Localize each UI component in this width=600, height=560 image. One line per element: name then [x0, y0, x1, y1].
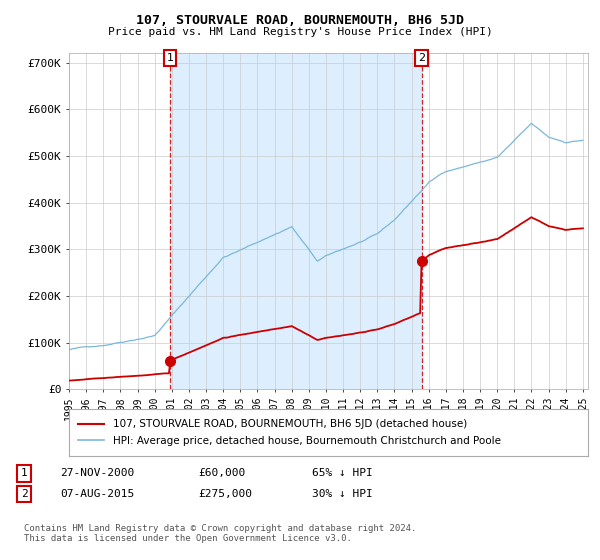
Bar	[170, 53, 422, 389]
Text: £60,000: £60,000	[198, 468, 245, 478]
Text: Price paid vs. HM Land Registry's House Price Index (HPI): Price paid vs. HM Land Registry's House …	[107, 27, 493, 37]
Text: 2: 2	[20, 489, 28, 499]
Text: 107, STOURVALE ROAD, BOURNEMOUTH, BH6 5JD: 107, STOURVALE ROAD, BOURNEMOUTH, BH6 5J…	[136, 14, 464, 27]
Text: 30% ↓ HPI: 30% ↓ HPI	[312, 489, 373, 499]
Text: 07-AUG-2015: 07-AUG-2015	[60, 489, 134, 499]
Text: 1: 1	[20, 468, 28, 478]
Text: 65% ↓ HPI: 65% ↓ HPI	[312, 468, 373, 478]
Text: £275,000: £275,000	[198, 489, 252, 499]
Text: Contains HM Land Registry data © Crown copyright and database right 2024.
This d: Contains HM Land Registry data © Crown c…	[24, 524, 416, 543]
Text: 1: 1	[167, 53, 173, 63]
Text: 27-NOV-2000: 27-NOV-2000	[60, 468, 134, 478]
Legend: 107, STOURVALE ROAD, BOURNEMOUTH, BH6 5JD (detached house), HPI: Average price, : 107, STOURVALE ROAD, BOURNEMOUTH, BH6 5J…	[74, 416, 505, 450]
Text: 2: 2	[418, 53, 425, 63]
